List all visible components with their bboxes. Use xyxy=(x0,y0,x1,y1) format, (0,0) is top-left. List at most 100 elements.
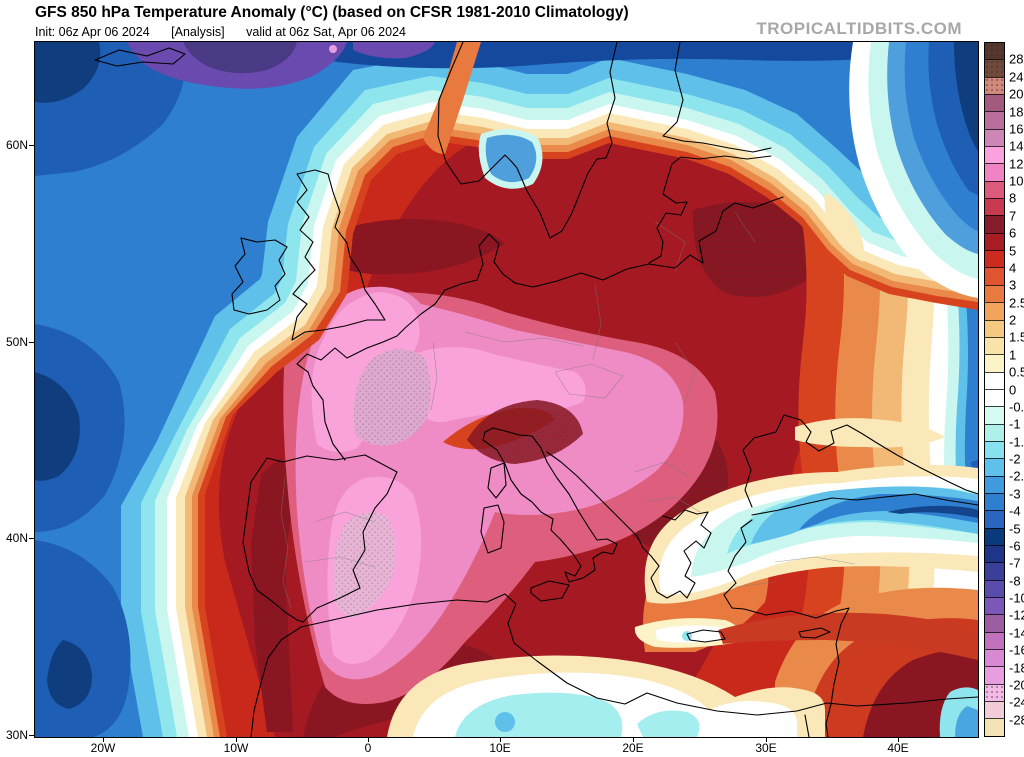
iceland-coast xyxy=(93,46,186,67)
lon-tick-label: 40E xyxy=(887,741,909,755)
lon-tick-mark xyxy=(236,737,237,742)
colorbar-tick-label: -0.5 xyxy=(1009,399,1024,415)
anatolia-cold-tongue xyxy=(644,464,978,604)
page-title: GFS 850 hPa Temperature Anomaly (°C) (ba… xyxy=(35,4,629,21)
colorbar-tick-label: 1 xyxy=(1009,347,1017,363)
levant-warm-strip xyxy=(717,612,978,660)
anomaly-map-canvas xyxy=(34,41,978,737)
scandinavia-details xyxy=(422,41,542,189)
adriatic-greece-coast xyxy=(545,450,712,599)
colorbar-tick-label: 10 xyxy=(1009,173,1024,189)
lon-tick-mark xyxy=(103,737,104,742)
colorbar-segment xyxy=(985,597,1004,615)
south-med-cold-pockets xyxy=(386,654,978,737)
colorbar-segment xyxy=(985,475,1004,493)
colorbar-tick-label: 6 xyxy=(1009,225,1017,241)
scandinavia-coast xyxy=(436,41,618,239)
colorbar-tick-label: 0 xyxy=(1009,382,1017,397)
lon-tick-label: 20E xyxy=(622,741,644,755)
colorbar-segment xyxy=(985,440,1004,459)
colorbar-segment xyxy=(985,683,1004,702)
colorbar-tick-label: -5 xyxy=(1009,521,1021,536)
morocco-coast xyxy=(249,625,302,737)
colorbar-tick-label: -4 xyxy=(1009,503,1021,519)
colorbar-segment xyxy=(985,284,1004,303)
colorbar-tick-label: 14 xyxy=(1009,138,1024,154)
colorbar-tick-label: -14 xyxy=(1009,625,1024,641)
colorbar-tick-label: -16 xyxy=(1009,642,1024,658)
colorbar-segment xyxy=(985,562,1004,580)
colorbar-tick-label: 4 xyxy=(1009,260,1017,276)
colorbar-segment xyxy=(985,371,1004,389)
coastlines xyxy=(93,41,978,737)
colorbar-tick-label: 12 xyxy=(1009,156,1024,172)
colorbar-segment xyxy=(985,302,1004,320)
colorbar-tick-label: 2 xyxy=(1009,312,1017,328)
colorbar-tick-label: 8 xyxy=(1009,190,1017,206)
corsica-coast xyxy=(486,461,507,499)
colorbar-segment xyxy=(985,76,1004,95)
lat-tick-mark xyxy=(29,538,34,539)
colorbar-tick-label: 5 xyxy=(1009,243,1017,258)
colorbar-segment xyxy=(985,649,1004,667)
sicily-coast xyxy=(529,579,570,602)
colorbar-segment xyxy=(985,59,1004,77)
colorbar-segment xyxy=(985,319,1004,337)
lon-tick-label: 10W xyxy=(223,741,249,755)
colorbar-segment xyxy=(985,94,1004,112)
colorbar-segment xyxy=(985,510,1004,528)
lon-tick-mark xyxy=(633,737,634,742)
lon-tick-label: 30E xyxy=(755,741,777,755)
colorbar-segment xyxy=(985,579,1004,597)
great-britain-coast xyxy=(290,168,386,341)
colorbar-segment xyxy=(985,198,1004,216)
turkey-north-coast xyxy=(750,492,978,516)
lat-tick-mark xyxy=(29,145,34,146)
colorbar-tick-label: -2 xyxy=(1009,451,1021,467)
colorbar-tick-label: -2.5 xyxy=(1009,468,1024,484)
sardinia-coast xyxy=(479,503,505,554)
lon-tick-label: 10E xyxy=(489,741,511,755)
lon-tick-label: 0 xyxy=(364,741,372,755)
valid-time: valid at 06z Sat, Apr 06 2024 xyxy=(246,25,406,39)
colorbar-tick-label: 0.5 xyxy=(1009,364,1024,380)
init-time: Init: 06z Apr 06 2024 xyxy=(35,25,150,39)
colorbar-tick-label: 18 xyxy=(1009,104,1024,119)
colorbar-segment xyxy=(985,701,1004,719)
lon-tick-label: 20W xyxy=(90,741,116,755)
colorbar-segment xyxy=(985,232,1004,251)
turkey-levant-coast xyxy=(722,518,850,737)
colorbar-tick-label: -1 xyxy=(1009,416,1021,432)
lon-tick-mark xyxy=(766,737,767,742)
lon-tick-mark xyxy=(368,737,369,742)
crete-coast xyxy=(685,628,726,643)
baltic-coast xyxy=(647,154,772,264)
analysis-tag: [Analysis] xyxy=(171,25,225,39)
west-europe-coast xyxy=(295,195,784,461)
black-sea-north-coast xyxy=(741,413,978,508)
atlantic-deep-cold xyxy=(34,41,185,737)
colorbar-tick-label: -12 xyxy=(1009,607,1024,623)
ireland-coast xyxy=(230,236,288,315)
colorbar-segment xyxy=(985,666,1004,684)
polar-purple-patches xyxy=(126,41,435,89)
colorbar-segment xyxy=(985,527,1004,545)
colorbar-segment xyxy=(985,180,1004,199)
colorbar-tick-label: 2.5 xyxy=(1009,295,1024,311)
north-africa-coast xyxy=(299,592,978,716)
lon-tick-mark xyxy=(898,737,899,742)
northeast-cold-pocket xyxy=(824,41,978,298)
colorbar-segment xyxy=(985,388,1004,407)
lat-tick-label: 30N xyxy=(5,728,28,742)
colorbar-tick-label: 20 xyxy=(1009,86,1024,102)
colorbar-tick-label: 24 xyxy=(1009,69,1024,85)
colorbar-tick-label: -6 xyxy=(1009,538,1021,554)
colorbar-segment xyxy=(985,215,1004,233)
colorbar-segment xyxy=(985,163,1004,181)
colorbar-segment xyxy=(985,423,1004,441)
colorbar-tick-label: 3 xyxy=(1009,277,1017,293)
colorbar-segment xyxy=(985,631,1004,650)
lon-tick-mark xyxy=(500,737,501,742)
colorbar-segment xyxy=(985,43,1004,60)
